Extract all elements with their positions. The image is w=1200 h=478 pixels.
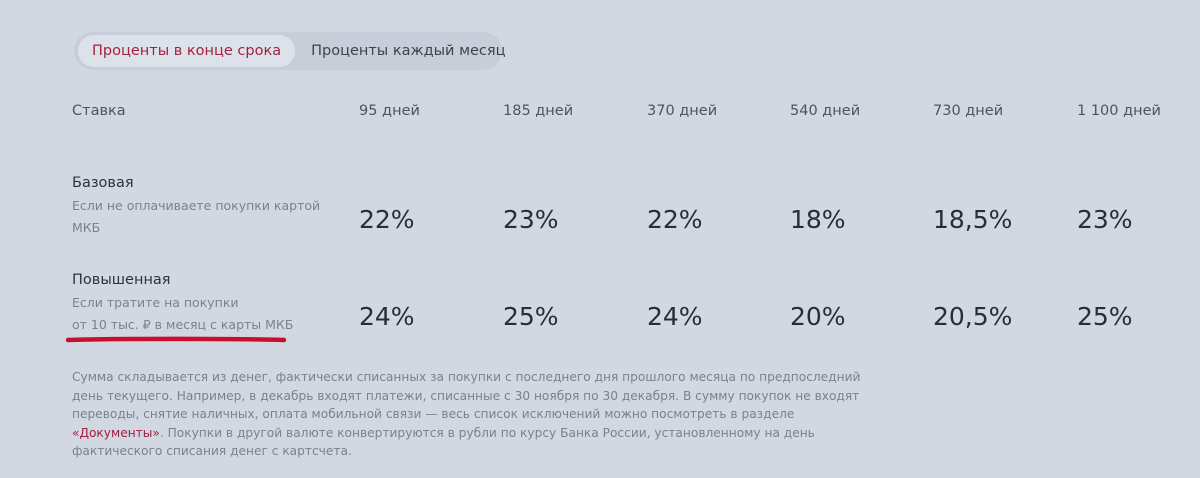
footnote: Сумма складывается из денег, фактически …	[72, 368, 872, 461]
increased-rate-540: 20%	[790, 302, 846, 331]
term-header-540: 540 дней	[790, 103, 861, 119]
red-underline-highlight	[66, 336, 286, 343]
increased-rate-subtitle-line1: Если тратите на покупки	[72, 295, 239, 310]
base-rate-370: 22%	[647, 205, 703, 234]
footnote-text-start: Сумма складывается из денег, фактически …	[72, 370, 861, 422]
interest-payment-tabs: Проценты в конце срока Проценты каждый м…	[74, 32, 506, 70]
tab-interest-at-end[interactable]: Проценты в конце срока	[78, 35, 296, 67]
increased-rate-730: 20,5%	[933, 302, 1013, 331]
base-rate-subtitle: Если не оплачиваете покупки картой МКБ	[72, 198, 321, 235]
documents-link[interactable]: «Документы»	[72, 425, 160, 440]
term-header-1100: 1 100 дней	[1077, 103, 1161, 119]
increased-rate-95: 24%	[359, 302, 415, 331]
term-header-370: 370 дней	[647, 103, 718, 119]
increased-rate-1100: 25%	[1077, 302, 1133, 331]
term-header-95: 95 дней	[359, 103, 420, 119]
rate-column-header: Ставка	[72, 103, 126, 119]
increased-rate-title: Повышенная	[72, 272, 171, 288]
base-rate-730: 18,5%	[933, 205, 1013, 234]
term-header-730: 730 дней	[933, 103, 1004, 119]
base-rate-185: 23%	[503, 205, 559, 234]
base-rate-title: Базовая	[72, 175, 134, 191]
base-rate-95: 22%	[359, 205, 415, 234]
increased-rate-subtitle-line2: от 10 тыс. ₽ в месяц с карты МКБ	[72, 317, 294, 332]
footnote-text-end: . Покупки в другой валюте конвертируются…	[72, 425, 815, 459]
increased-rate-185: 25%	[503, 302, 559, 331]
tab-interest-monthly[interactable]: Проценты каждый месяц	[311, 43, 506, 59]
base-rate-1100: 23%	[1077, 205, 1133, 234]
increased-rate-370: 24%	[647, 302, 703, 331]
base-rate-540: 18%	[790, 205, 846, 234]
term-header-185: 185 дней	[503, 103, 574, 119]
